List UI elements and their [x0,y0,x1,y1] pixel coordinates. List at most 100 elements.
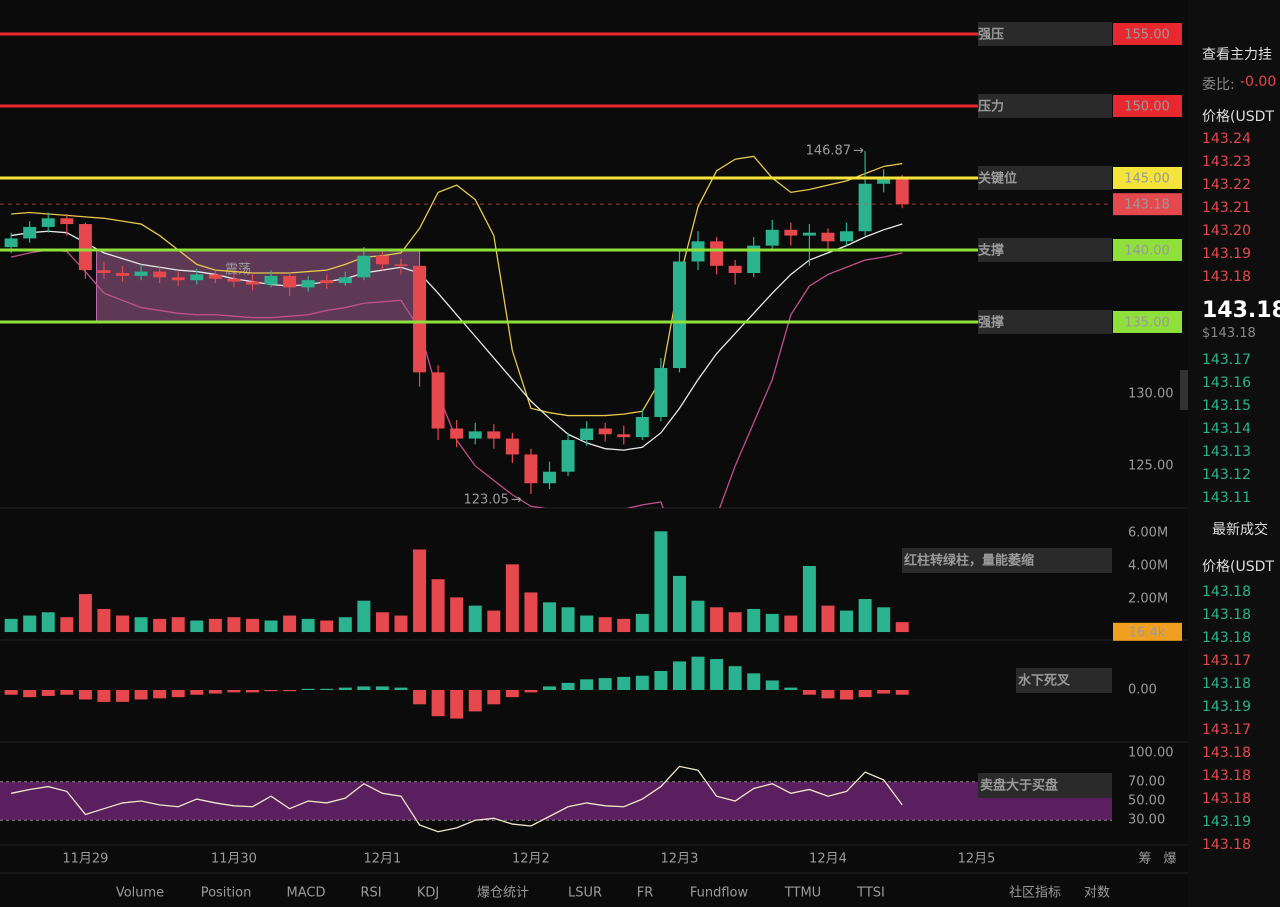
x-tick-label: 12月2 [512,852,550,867]
macd-bar [375,686,389,690]
indicator-tab[interactable]: MACD [287,886,326,901]
annotation: 红柱转绿柱，量能萎缩 [904,553,1034,569]
low-arrow: → [511,493,522,508]
annotation-bg [1016,668,1112,693]
indicator-tab[interactable]: Fundflow [690,886,749,901]
volume-bar [710,607,724,633]
volume-bar [784,615,798,633]
indicator-tab[interactable]: FR [637,886,654,901]
bid-price: 143.15 [1202,398,1251,414]
candle-body [338,277,352,284]
indicator-tab[interactable]: RSI [360,886,381,901]
macd-bar [23,690,37,698]
volume-bar [617,618,631,633]
y-tick-label: 2.00M [1128,592,1168,607]
indicator-tab[interactable]: KDJ [417,886,439,901]
macd-bar [4,690,18,695]
candle-body [208,274,222,279]
volume-tag [1113,622,1182,641]
volume-bar [227,617,241,633]
macd-bar [413,690,427,705]
candle-body [23,226,37,239]
scroll-handle[interactable] [1180,370,1188,410]
candle-body [524,454,538,484]
indicator-tab[interactable]: Position [201,886,252,901]
macd-bar [283,690,297,692]
volume-bar [895,622,909,633]
ask-price: 143.18 [1202,269,1251,285]
x-tick-label: 12月5 [958,852,996,867]
x-tick-label: 12月1 [364,852,402,867]
x-tick-label: 11月30 [211,852,257,867]
volume-tag-label: 16.4k [1129,625,1166,640]
macd-bar [208,690,222,694]
candle-body [505,438,519,455]
macd-bar [728,666,742,690]
macd-bar [635,675,649,690]
high-arrow: → [853,144,864,159]
volume-bar [691,600,705,633]
candle-body [654,368,668,417]
candle-body [598,428,612,435]
trade-price: 143.18 [1202,837,1251,853]
bid-price: 143.13 [1202,444,1251,460]
volume-bar [320,620,334,633]
volume-bar [431,579,445,633]
macd-bar [320,688,334,690]
macd-bar [580,679,594,690]
axis-tool[interactable]: 筹 [1138,851,1151,867]
candle-body [450,428,464,439]
volume-bar [4,618,18,633]
candle-body [431,372,445,429]
volume-bar [858,599,872,633]
volume-bar [264,620,278,633]
volume-bar [413,549,427,633]
volume-bar [487,610,501,633]
trade-price: 143.17 [1202,653,1251,669]
macd-bar [877,690,891,694]
candle-body [802,232,816,236]
tool-button[interactable]: 对数 [1084,886,1110,901]
macd-bar [505,690,519,698]
candle-body [635,416,649,438]
candle-body [877,177,891,184]
macd-bar [821,690,835,699]
indicator-tab[interactable]: TTSI [856,886,885,901]
tool-button[interactable]: 社区指标 [1009,885,1061,901]
level-tag [1113,94,1182,117]
volume-bar [394,615,408,633]
volume-bar [153,618,167,633]
trade-price: 143.18 [1202,791,1251,807]
macd-bar [858,690,872,698]
y-tick-label: 70.00 [1128,774,1165,789]
macd-bar [468,690,482,712]
macd-bar [97,690,111,702]
level-tag [1113,310,1182,333]
trade-price: 143.19 [1202,699,1251,715]
candle-body [375,255,389,265]
macd-bar [765,680,779,690]
axis-tool[interactable]: 爆 [1163,852,1176,867]
volume-bar [802,565,816,633]
level-text-bg [978,21,1112,46]
level-text: 强撑 [978,314,1004,330]
level-tag-label: 150.00 [1124,99,1170,114]
macd-bar [357,686,371,690]
macd-bar [394,687,408,690]
indicator-tab[interactable]: TTMU [784,886,821,901]
macd-bar [561,682,575,690]
last-price-tag [1113,193,1182,216]
level-tag-label: 145.00 [1124,171,1170,186]
indicator-tab[interactable]: LSUR [568,886,602,901]
ask-price: 143.24 [1202,131,1251,147]
candle-body [134,271,148,276]
indicator-tab[interactable]: 爆仓统计 [477,886,529,901]
range-box-label: 震荡 [225,263,251,278]
candle-body [747,245,761,274]
candle-body [301,280,315,288]
indicator-tab[interactable]: Volume [116,886,164,901]
y-tick-label: 0.00 [1128,683,1157,698]
volume-bar [672,575,686,633]
volume-bar [116,615,130,633]
candle-body [60,218,74,225]
